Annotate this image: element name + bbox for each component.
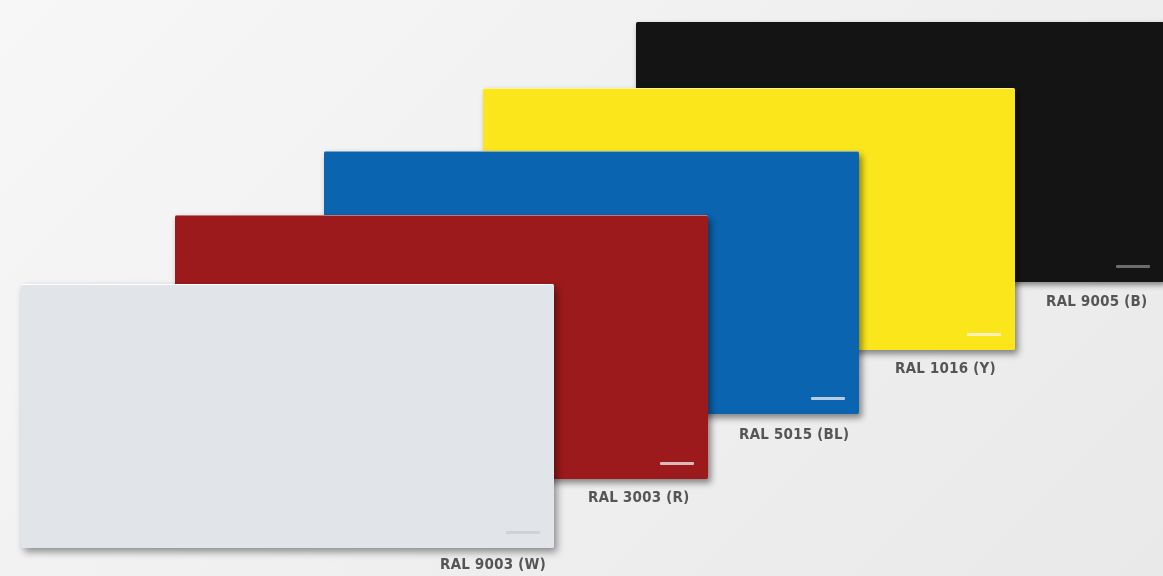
label-yellow-panel: RAL 1016 (Y) xyxy=(895,359,996,377)
logo-mark-red-panel xyxy=(660,462,694,465)
label-blue-panel: RAL 5015 (BL) xyxy=(739,425,850,443)
label-black-panel: RAL 9005 (B) xyxy=(1046,292,1148,310)
logo-mark-white-panel xyxy=(506,531,540,534)
panel-white xyxy=(21,284,554,548)
label-white-panel: RAL 9003 (W) xyxy=(440,555,547,573)
logo-mark-blue-panel xyxy=(811,397,845,400)
label-red-panel: RAL 3003 (R) xyxy=(588,488,690,506)
logo-mark-yellow-panel xyxy=(967,333,1001,336)
logo-mark-black-panel xyxy=(1116,265,1150,268)
